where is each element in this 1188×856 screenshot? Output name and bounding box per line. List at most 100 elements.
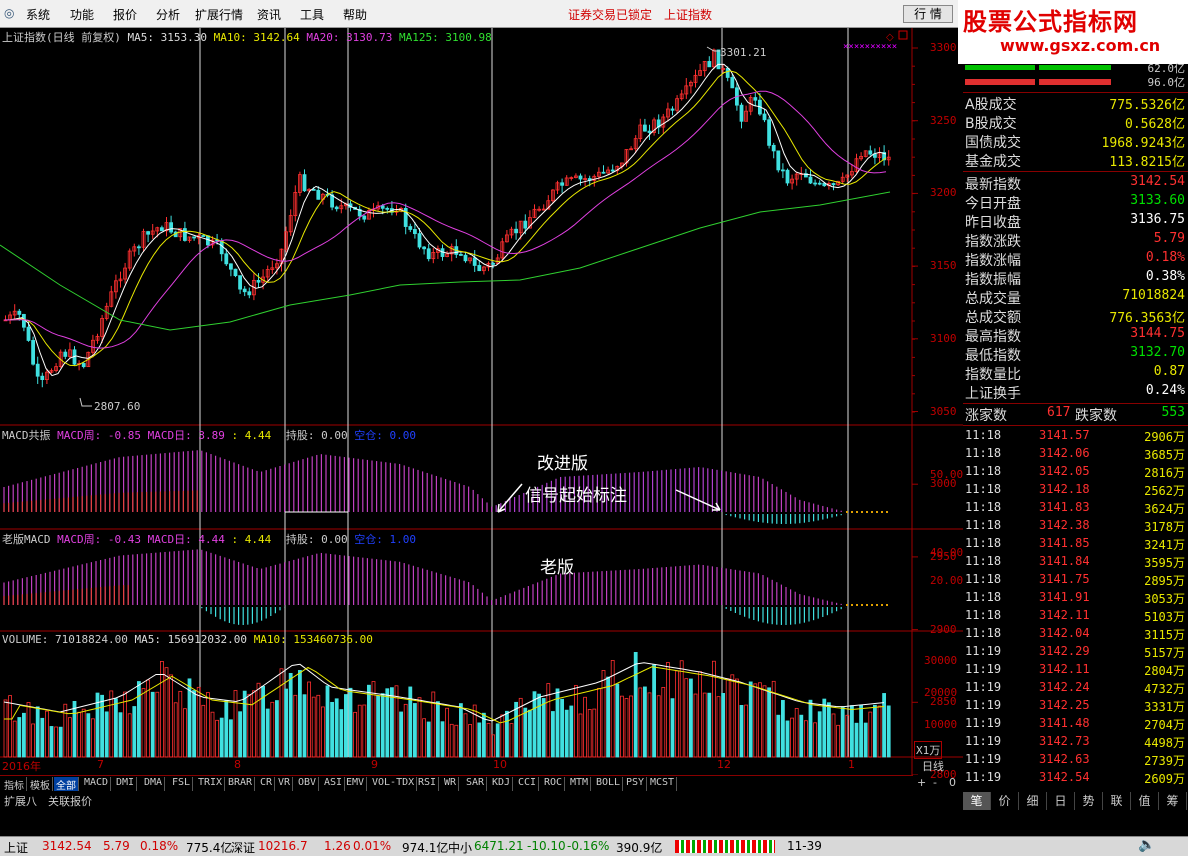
indicator-tab[interactable]: PSY [624,777,648,791]
speaker-icon[interactable]: 🔈 [1138,837,1156,853]
menu-quote[interactable]: 报价 [113,8,138,22]
chart-canvas[interactable]: ×××××××××× ◇ [0,28,963,775]
indicator-tab[interactable]: ROC [542,777,566,791]
tick-row[interactable]: 11:18 3141.57 2906万 [963,428,1188,446]
tick-row[interactable]: 11:19 3142.54 2609万 [963,770,1188,788]
tab-related-quote[interactable]: 关联报价 [48,795,92,808]
right-tab[interactable]: 值 [1131,792,1159,810]
price-ytick: 2950 [930,549,957,563]
app-icon[interactable]: ◎ [4,6,15,20]
tick-row[interactable]: 11:18 3141.83 3624万 [963,500,1188,518]
sz-label[interactable]: 深证 [231,841,256,855]
indicator-tab[interactable]: VOL-TDX [370,777,418,791]
tick-row[interactable]: 11:18 3142.04 3115万 [963,626,1188,644]
tick-row[interactable]: 11:18 3141.75 2895万 [963,572,1188,590]
menu-news[interactable]: 资讯 [257,8,282,22]
right-tab[interactable]: 笔 [963,792,991,810]
tick-row[interactable]: 11:19 3141.48 2704万 [963,716,1188,734]
indicator-tab[interactable]: CCI [516,777,540,791]
indicator-tab[interactable]: SAR [464,777,488,791]
zoom-out-button[interactable]: - [933,776,937,789]
tick-time: 11:18 [965,590,1002,604]
tick-price: 3141.85 [1039,536,1090,550]
volume-ytick-20000: 20000 [924,686,958,699]
indicator-tab[interactable]: RSI [416,777,440,791]
indicator-tab[interactable]: VR [276,777,294,791]
indicator-tab[interactable]: KDJ [490,777,514,791]
daily-label[interactable]: 日线 [922,760,944,773]
stat-label: 最低指数 [965,348,1021,364]
tick-row[interactable]: 11:18 3141.85 3241万 [963,536,1188,554]
indicator-tab[interactable]: FSL [170,777,194,791]
stat-row: 今日开盘 3133.60 [963,193,1188,212]
indicator-tab[interactable]: OBV [296,777,320,791]
x-label-12: 12 [717,758,731,771]
tick-row[interactable]: 11:18 3142.38 3178万 [963,518,1188,536]
indicator-tab[interactable]: MCST [648,777,678,791]
zoom-in-button[interactable]: + [917,776,927,789]
zx-label[interactable]: 中小 [448,841,473,855]
indicator-tab[interactable]: 全部 [54,777,79,792]
tick-row[interactable]: 11:19 3142.29 5157万 [963,644,1188,662]
tick-row[interactable]: 11:18 3141.84 3595万 [963,554,1188,572]
tick-row[interactable]: 11:18 3142.18 2562万 [963,482,1188,500]
stat-value: 3142.54 [1130,174,1185,189]
indicator-tab[interactable]: MACD [82,777,112,791]
tick-price: 3142.05 [1039,464,1090,478]
down-label: 跌家数 [1075,408,1117,424]
up-label: 涨家数 [965,408,1007,424]
indicator-tab[interactable]: BRAR [226,777,256,791]
tick-price: 3142.18 [1039,482,1090,496]
tick-row[interactable]: 11:19 3142.73 4498万 [963,734,1188,752]
svg-text:××××××××××: ×××××××××× [843,42,897,52]
tick-volume: 2609万 [1144,772,1185,786]
menu-analysis[interactable]: 分析 [156,8,181,22]
macd-new-legend: MACD共振 MACD周: -0.85 MACD日: 3.89 : 4.44 持… [2,427,416,443]
indicator-tab[interactable]: DMI [114,777,138,791]
right-tab[interactable]: 日 [1047,792,1075,810]
right-tab[interactable]: 细 [1019,792,1047,810]
menu-help[interactable]: 帮助 [343,8,368,22]
zoom-reset-button[interactable]: 0 [949,776,956,789]
indicator-tab[interactable]: TRIX [196,777,226,791]
tick-row[interactable]: 11:18 3141.91 3053万 [963,590,1188,608]
sh-label[interactable]: 上证 [4,841,29,855]
zx-change: -10.10 [527,839,566,853]
menu-system[interactable]: 系统 [26,8,51,22]
stat-row: 最新指数 3142.54 [963,174,1188,193]
tick-row[interactable]: 11:19 3142.11 2804万 [963,662,1188,680]
menu-tools[interactable]: 工具 [300,8,325,22]
indicator-tab[interactable]: WR [442,777,460,791]
tick-row[interactable]: 11:19 3142.63 2739万 [963,752,1188,770]
macd-new-ytick: 50.00 [930,468,964,481]
indicator-tab[interactable]: 指标 [2,777,27,792]
tick-volume: 3053万 [1144,592,1185,606]
stat-label: 指数量比 [965,367,1021,383]
indicator-tab[interactable]: EMV [344,777,368,791]
tick-row[interactable]: 11:18 3142.06 3685万 [963,446,1188,464]
right-tab[interactable]: 筹 [1159,792,1187,810]
tick-row[interactable]: 11:19 3142.25 3331万 [963,698,1188,716]
tick-row[interactable]: 11:18 3142.11 5103万 [963,608,1188,626]
right-tab[interactable]: 联 [1103,792,1131,810]
indicator-tab[interactable]: 模板 [28,777,53,792]
quote-button[interactable]: 行 情 [903,5,953,23]
stat-label: 昨日收盘 [965,215,1021,231]
arrow-right [675,489,721,511]
right-tab[interactable]: 势 [1075,792,1103,810]
right-tab[interactable]: 价 [991,792,1019,810]
indicator-tab[interactable]: BOLL [594,777,624,791]
tick-row[interactable]: 11:18 3142.05 2816万 [963,464,1188,482]
menu-function[interactable]: 功能 [70,8,95,22]
indicator-tab[interactable]: ASI [322,777,346,791]
indicator-tab[interactable]: CR [258,777,276,791]
menu-ext-quote[interactable]: 扩展行情 [195,8,244,22]
indicator-tab[interactable]: MTM [568,777,592,791]
tab-ext-8[interactable]: 扩展八 [4,795,37,808]
volume-ytick-10000: 10000 [924,718,958,731]
svg-text:◇: ◇ [886,32,894,43]
tick-row[interactable]: 11:19 3142.24 4732万 [963,680,1188,698]
stat-row: 指数振幅 0.38% [963,269,1188,288]
indicator-tab[interactable]: DMA [142,777,166,791]
ratio-b: 96.0亿 [1147,76,1186,89]
